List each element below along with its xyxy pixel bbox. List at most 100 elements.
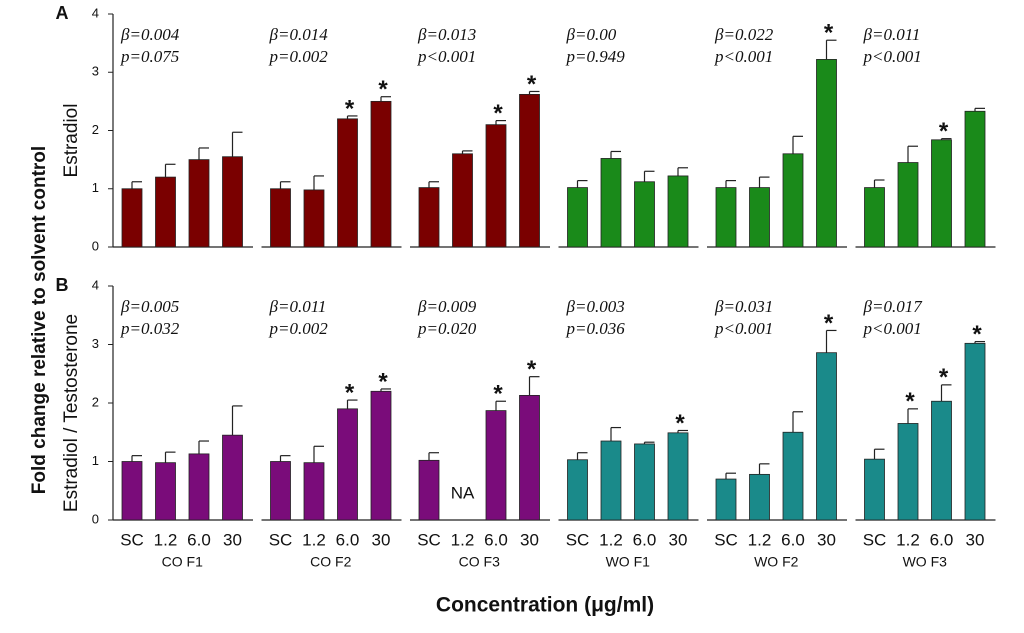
bar (749, 473, 770, 521)
p-annotation: p<0.001 (863, 319, 922, 338)
value-label: NA (451, 483, 475, 502)
bar (303, 462, 325, 521)
bar (188, 159, 210, 248)
bar (121, 188, 143, 248)
bar (864, 187, 885, 248)
p-annotation: p=0.032 (120, 319, 180, 338)
group-label: CO F2 (310, 554, 351, 570)
significance-marker: * (345, 379, 355, 406)
significance-marker: * (939, 364, 949, 391)
x-tick-label: 6.0 (930, 530, 954, 549)
y-tick-label: 3 (92, 336, 99, 351)
bar (337, 118, 358, 248)
panel-label: A (56, 3, 69, 23)
p-annotation: p=0.075 (120, 47, 179, 66)
y-tick-label: 1 (92, 180, 99, 195)
p-annotation: p<0.001 (714, 47, 773, 66)
beta-annotation: β=0.031 (714, 297, 773, 316)
significance-marker: * (675, 410, 685, 437)
x-tick-label: SC (269, 530, 293, 549)
significance-marker: * (905, 388, 915, 415)
significance-marker: * (493, 100, 503, 127)
group-label: CO F3 (459, 554, 500, 570)
bar (270, 461, 291, 521)
bar (897, 162, 919, 248)
x-tick-label: 30 (372, 530, 391, 549)
significance-marker: * (378, 76, 388, 103)
significance-marker: * (824, 310, 834, 337)
bar (816, 352, 837, 521)
y-tick-label: 0 (92, 511, 99, 526)
p-annotation: p<0.001 (863, 47, 922, 66)
bar (715, 478, 737, 521)
bar (667, 175, 689, 248)
x-tick-label: 30 (223, 530, 242, 549)
bar (567, 187, 588, 248)
bar (222, 434, 243, 521)
p-annotation: p=0.036 (566, 319, 626, 338)
bar (715, 187, 737, 248)
p-annotation: p<0.001 (417, 47, 476, 66)
p-annotation: p=0.002 (269, 47, 329, 66)
bar (782, 153, 804, 248)
bar (452, 153, 473, 248)
bar (600, 440, 622, 521)
x-axis-title: Concentration (μg/ml) (436, 594, 654, 617)
bar (485, 410, 507, 521)
bar (816, 59, 837, 248)
beta-annotation: β=0.009 (417, 297, 477, 316)
bar (864, 458, 885, 521)
beta-annotation: β=0.005 (120, 297, 179, 316)
bar (519, 93, 540, 248)
x-tick-label: SC (714, 530, 738, 549)
x-tick-label: 6.0 (781, 530, 805, 549)
panel-label: B (56, 275, 69, 295)
bar (303, 189, 325, 248)
bar (667, 432, 689, 521)
bar (485, 124, 507, 248)
x-tick-label: 1.2 (451, 530, 475, 549)
p-annotation: p=0.949 (566, 47, 626, 66)
significance-marker: * (939, 118, 949, 145)
x-tick-label: 1.2 (748, 530, 772, 549)
bar (931, 400, 952, 521)
bar (634, 181, 655, 248)
significance-marker: * (493, 381, 503, 408)
bar (634, 443, 655, 521)
bar (337, 408, 358, 521)
bar (600, 158, 622, 248)
beta-annotation: β=0.013 (417, 25, 476, 44)
group-label: WO F3 (903, 554, 948, 570)
row-y-label: Estradiol / Testosterone (61, 314, 82, 512)
bar (418, 459, 440, 521)
bar (931, 139, 952, 248)
bar (370, 390, 392, 521)
y-tick-label: 4 (92, 277, 99, 292)
y-axis-title: Fold change relative to solvent control (29, 146, 50, 494)
beta-annotation: β=0.017 (863, 297, 924, 316)
x-tick-label: 30 (817, 530, 836, 549)
beta-annotation: β=0.00 (566, 25, 617, 44)
significance-marker: * (527, 356, 537, 383)
significance-marker: * (824, 20, 834, 47)
significance-marker: * (527, 71, 537, 98)
x-tick-label: 6.0 (633, 530, 657, 549)
significance-marker: * (378, 368, 388, 395)
x-tick-label: 30 (520, 530, 539, 549)
beta-annotation: β=0.003 (566, 297, 625, 316)
group-label: CO F1 (162, 554, 203, 570)
x-tick-label: 1.2 (302, 530, 326, 549)
beta-annotation: β=0.004 (120, 25, 180, 44)
bar (964, 342, 986, 521)
bar (964, 110, 986, 248)
bar (188, 453, 210, 521)
y-tick-label: 4 (92, 5, 99, 20)
x-tick-label: SC (863, 530, 887, 549)
x-tick-label: SC (566, 530, 590, 549)
y-tick-label: 2 (92, 122, 99, 137)
x-tick-label: 1.2 (154, 530, 178, 549)
x-tick-label: 30 (669, 530, 688, 549)
row-y-label: Estradiol (61, 104, 82, 178)
group-label: WO F1 (606, 554, 651, 570)
